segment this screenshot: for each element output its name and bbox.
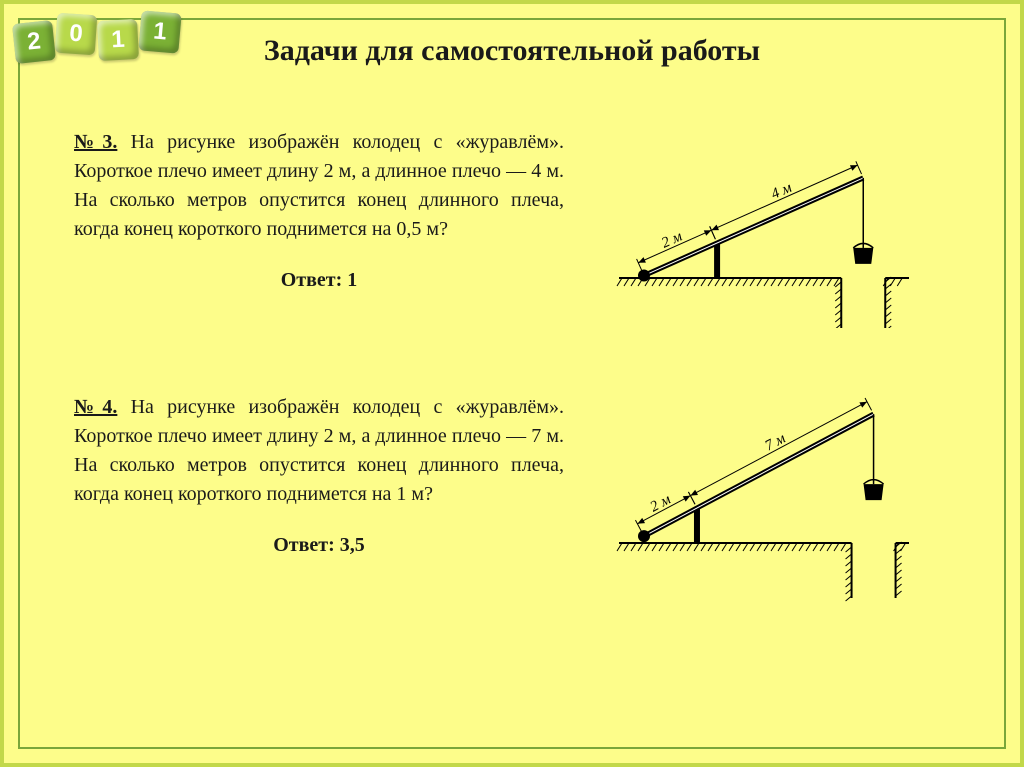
problem-paragraph: №3. На рисунке изображён колодец с «жура…: [74, 128, 564, 244]
cube-icon: 2: [12, 20, 56, 64]
problem-row: №3. На рисунке изображён колодец с «жура…: [44, 128, 980, 333]
page-title: Задачи для самостоятельной работы: [44, 34, 980, 68]
svg-text:4 м: 4 м: [769, 180, 795, 203]
well-crane-diagram: 2 м 4 м: [614, 118, 914, 333]
problem-row: №4. На рисунке изображён колодец с «жура…: [44, 393, 980, 618]
svg-text:2 м: 2 м: [659, 228, 685, 251]
svg-text:7 м: 7 м: [762, 430, 788, 454]
problem-text-block: №4. На рисунке изображён колодец с «жура…: [74, 393, 564, 560]
problem-answer: Ответ: 3,5: [74, 531, 564, 560]
cube-icon: 1: [97, 19, 139, 61]
problem-number: №4.: [74, 396, 117, 418]
diagram-svg: 2 м 4 м: [614, 118, 914, 328]
problem-body: На рисунке изображён колодец с «журавлём…: [74, 396, 564, 505]
problem-number: №3.: [74, 131, 117, 153]
diagram-svg: 2 м 7 м: [614, 383, 914, 613]
problem-paragraph: №4. На рисунке изображён колодец с «жура…: [74, 393, 564, 509]
cube-icon: 1: [138, 10, 181, 53]
problem-answer: Ответ: 1: [74, 266, 564, 295]
well-crane-diagram: 2 м 7 м: [614, 383, 914, 618]
svg-text:2 м: 2 м: [648, 491, 674, 515]
problem-text-block: №3. На рисунке изображён колодец с «жура…: [74, 128, 564, 295]
decorative-cubes: 2 0 1 1: [14, 6, 180, 46]
cube-icon: 0: [55, 13, 98, 56]
problem-body: На рисунке изображён колодец с «журавлём…: [74, 131, 564, 240]
slide: 2 0 1 1 Задачи для самостоятельной работ…: [0, 0, 1024, 767]
